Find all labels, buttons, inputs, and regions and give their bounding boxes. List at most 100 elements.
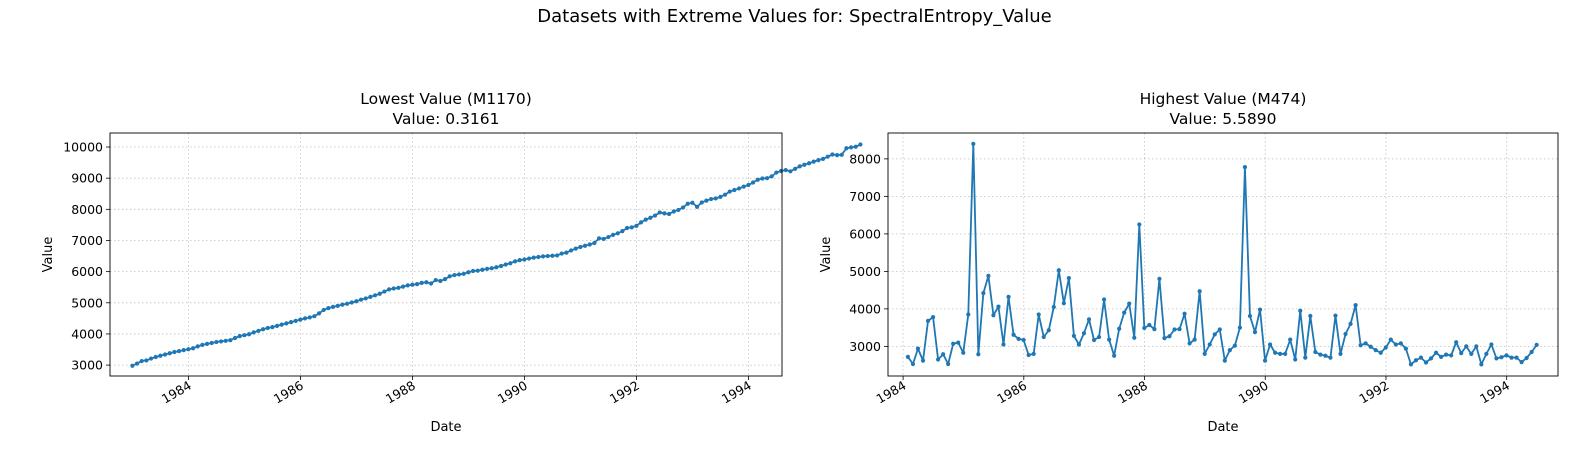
y-tick-label: 4000 — [71, 326, 103, 341]
data-point — [1262, 358, 1268, 363]
data-point — [153, 354, 158, 360]
data-point — [615, 231, 620, 236]
data-point — [540, 254, 546, 259]
data-point — [848, 145, 854, 150]
data-point — [363, 296, 368, 301]
data-point — [1107, 337, 1112, 342]
data-point — [475, 268, 480, 273]
data-point — [722, 192, 728, 197]
data-point — [1449, 353, 1454, 358]
data-point — [1514, 355, 1519, 360]
data-point — [1353, 303, 1358, 308]
data-point — [1318, 352, 1323, 357]
data-point — [1524, 355, 1529, 361]
y-tick-label: 8000 — [71, 202, 103, 217]
data-point — [830, 152, 835, 157]
panel-title: Lowest Value (M1170) — [360, 90, 532, 108]
chart-panel-highest: Highest Value (M474) Value: 5.5890 3000 400… — [819, 90, 1559, 435]
y-axis-label: Value — [819, 237, 834, 273]
data-point — [961, 350, 966, 355]
data-point — [466, 270, 471, 275]
data-point — [368, 294, 373, 299]
data-point — [522, 257, 527, 262]
data-point — [797, 164, 802, 169]
data-point — [755, 177, 760, 182]
data-point — [1509, 355, 1514, 360]
panel-title: Highest Value (M474) — [1140, 90, 1307, 108]
data-point — [494, 265, 499, 270]
data-point — [260, 327, 266, 332]
data-point — [629, 225, 634, 230]
data-point — [1026, 352, 1031, 358]
y-tick-label: 5000 — [849, 264, 881, 279]
data-point — [526, 256, 532, 261]
data-point — [996, 304, 1001, 309]
data-point — [1021, 337, 1026, 343]
data-point — [1001, 342, 1006, 347]
data-point — [941, 352, 946, 357]
data-point — [1368, 344, 1373, 349]
data-point — [484, 266, 490, 271]
x-tick-label: 1992 — [607, 378, 642, 407]
data-point — [344, 301, 350, 306]
data-point — [517, 258, 522, 263]
data-point — [1373, 348, 1378, 353]
data-point — [1479, 362, 1484, 367]
data-point — [204, 341, 210, 347]
data-point — [704, 198, 709, 203]
data-point — [405, 283, 410, 288]
data-point — [1112, 353, 1117, 358]
chart-panel-lowest: Lowest Value (M1170) Value: 0.3161 3000 400… — [41, 90, 863, 435]
panel-subtitle: Value: 0.3161 — [393, 110, 500, 128]
data-point — [1398, 341, 1403, 346]
data-point — [316, 311, 322, 316]
data-point — [1207, 342, 1212, 347]
data-point — [680, 205, 686, 210]
data-point — [853, 144, 858, 149]
data-point — [536, 254, 541, 260]
data-point — [148, 356, 154, 361]
x-tick-label: 1988 — [383, 378, 418, 407]
data-point — [741, 184, 746, 189]
x-tick-label: 1984 — [874, 378, 909, 407]
data-point — [750, 180, 756, 185]
data-point — [251, 330, 256, 335]
data-point — [396, 285, 401, 290]
x-tick-label: 1994 — [719, 378, 754, 407]
y-tick-label: 3000 — [71, 358, 103, 373]
data-point — [293, 318, 298, 323]
data-point — [1499, 355, 1504, 360]
data-point — [1328, 355, 1333, 360]
data-point — [358, 297, 364, 302]
data-point — [820, 156, 826, 161]
data-point — [986, 273, 991, 278]
data-point — [936, 357, 941, 362]
data-point — [1081, 331, 1087, 336]
data-point — [1167, 334, 1172, 339]
data-point — [1227, 348, 1232, 353]
data-point — [1071, 333, 1077, 338]
data-point — [1303, 355, 1308, 360]
series-line — [907, 142, 1538, 366]
data-point — [1494, 356, 1499, 361]
data-point — [685, 201, 690, 206]
data-point — [1283, 351, 1288, 356]
data-point — [727, 189, 732, 194]
data-point — [302, 316, 308, 321]
data-point — [242, 333, 247, 338]
data-point — [1358, 343, 1363, 348]
data-point — [1152, 327, 1157, 332]
data-point — [930, 315, 936, 320]
data-point — [1016, 336, 1021, 341]
data-point — [966, 312, 971, 317]
data-point — [1172, 327, 1177, 332]
data-point — [920, 358, 926, 363]
data-point — [200, 342, 205, 347]
data-point — [274, 323, 280, 328]
figure-title: Datasets with Extreme Values for: Spectr… — [537, 6, 1052, 27]
data-point — [1202, 351, 1207, 356]
data-point — [915, 346, 921, 351]
plot-area-frame — [887, 132, 1559, 377]
data-point — [181, 348, 186, 353]
